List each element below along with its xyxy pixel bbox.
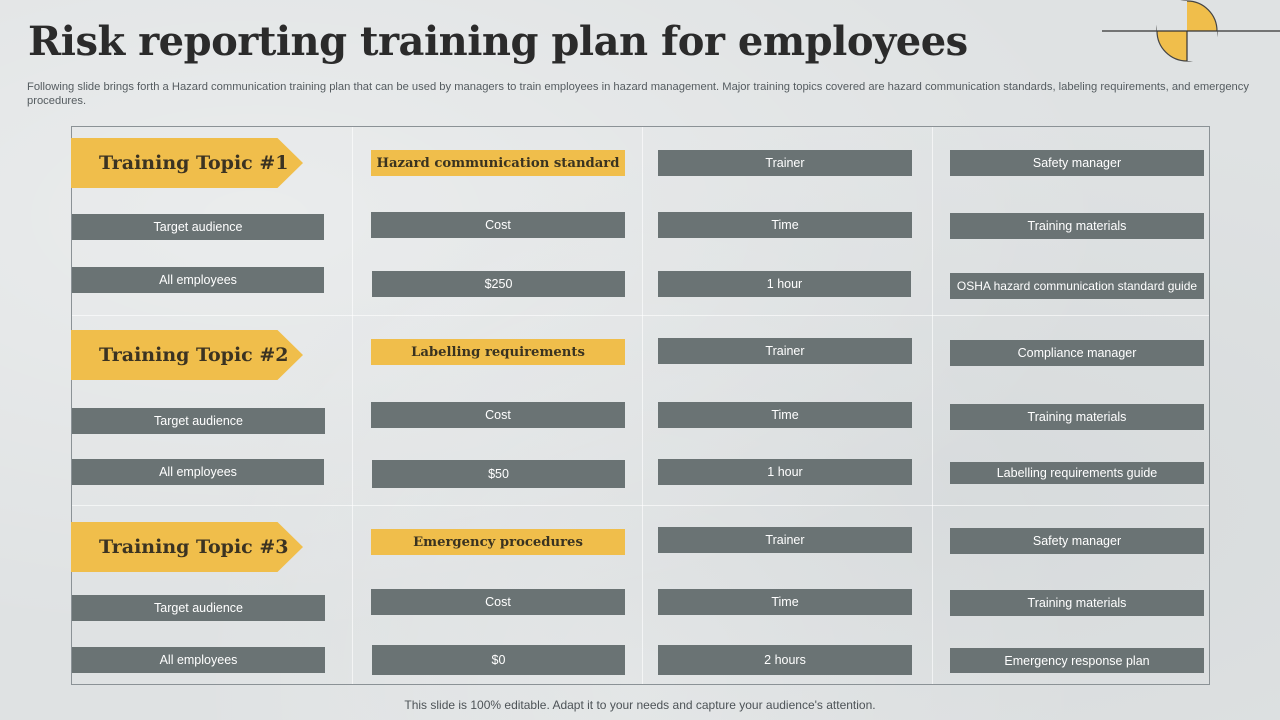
trainer-value-3: Safety manager <box>950 528 1204 554</box>
training-topic-2-label: Training Topic #2 <box>99 344 289 366</box>
cost-label-2: Cost <box>371 402 625 428</box>
topic-name-3: Emergency procedures <box>371 529 625 555</box>
materials-label-2: Training materials <box>950 404 1204 430</box>
materials-value-3: Emergency response plan <box>950 648 1204 673</box>
materials-value-2: Labelling requirements guide <box>950 462 1204 484</box>
target-audience-label-2: Target audience <box>72 408 325 434</box>
topic-name-1: Hazard communication standard <box>371 150 625 176</box>
trainer-label-3: Trainer <box>658 527 912 553</box>
audience-value-2: All employees <box>72 459 324 485</box>
cost-label-1: Cost <box>371 212 625 238</box>
training-topic-3-label: Training Topic #3 <box>99 536 289 558</box>
cost-value-1: $250 <box>372 271 625 297</box>
topic-name-2: Labelling requirements <box>371 339 625 365</box>
time-label-2: Time <box>658 402 912 428</box>
materials-label-3: Training materials <box>950 590 1204 616</box>
target-audience-label-1: Target audience <box>72 214 324 240</box>
cost-label-3: Cost <box>371 589 625 615</box>
cost-value-2: $50 <box>372 460 625 488</box>
trainer-label-2: Trainer <box>658 338 912 364</box>
page-title: Risk reporting training plan for employe… <box>28 18 968 65</box>
training-topic-2-arrow: Training Topic #2 <box>71 330 303 380</box>
training-topic-1-label: Training Topic #1 <box>99 152 289 174</box>
time-label-3: Time <box>658 589 912 615</box>
training-topic-3-arrow: Training Topic #3 <box>71 522 303 572</box>
audience-value-1: All employees <box>72 267 324 293</box>
time-value-1: 1 hour <box>658 271 911 297</box>
materials-value-1: OSHA hazard communication standard guide <box>950 273 1204 299</box>
time-value-2: 1 hour <box>658 459 912 485</box>
trainer-value-2: Compliance manager <box>950 340 1204 366</box>
training-topic-1-arrow: Training Topic #1 <box>71 138 303 188</box>
materials-label-1: Training materials <box>950 213 1204 239</box>
trainer-label-1: Trainer <box>658 150 912 176</box>
training-plan-grid <box>71 126 1210 685</box>
decorative-circle-icon <box>1102 0 1280 62</box>
time-label-1: Time <box>658 212 912 238</box>
time-value-3: 2 hours <box>658 645 912 675</box>
target-audience-label-3: Target audience <box>72 595 325 621</box>
cost-value-3: $0 <box>372 645 625 675</box>
footer-note: This slide is 100% editable. Adapt it to… <box>404 698 876 712</box>
trainer-value-1: Safety manager <box>950 150 1204 176</box>
page-subtitle: Following slide brings forth a Hazard co… <box>27 81 1249 107</box>
audience-value-3: All employees <box>72 647 325 673</box>
